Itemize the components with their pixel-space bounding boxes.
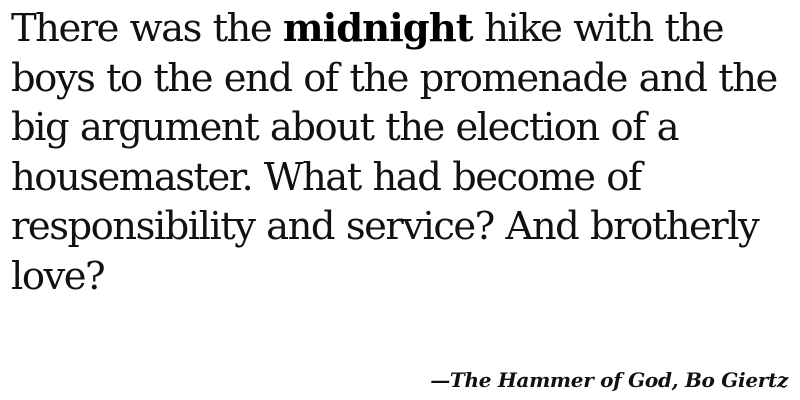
quote-text: There was the midnight hike with the boy… xyxy=(11,4,781,302)
quote-emphasis-word: midnight xyxy=(282,6,474,51)
attribution: —The Hammer of God, Bo Giertz xyxy=(430,368,788,392)
quote-text-after: hike with the boys to the end of the pro… xyxy=(11,6,778,299)
quote-text-before: There was the xyxy=(11,6,283,51)
